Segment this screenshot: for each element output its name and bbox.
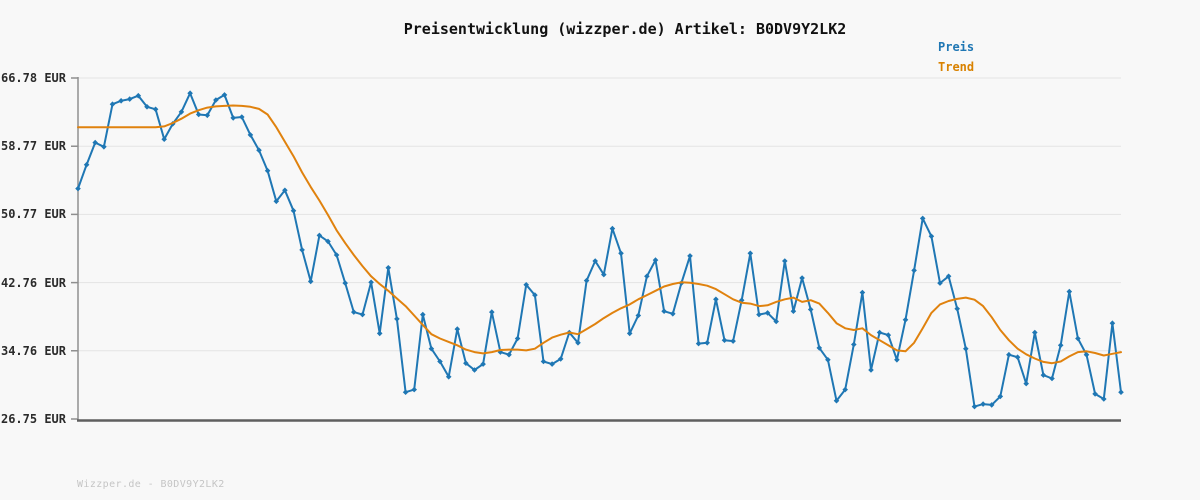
legend-item-preis: Preis: [938, 40, 975, 54]
chart-title: Preisentwicklung (wizzper.de) Artikel: B…: [403, 20, 847, 38]
y-tick-label: 34.76 EUR: [0, 343, 66, 358]
y-tick-label: 58.77 EUR: [0, 139, 66, 154]
chart-legend: Preis Trend: [938, 37, 974, 77]
legend-item-trend: Trend: [938, 60, 975, 74]
y-tick-label: 66.78 EUR: [0, 71, 66, 85]
watermark-text: Wizzper.de - B0DV9Y2LK2: [77, 479, 225, 490]
y-tick-label: 50.77 EUR: [0, 207, 66, 222]
y-tick-label: 26.75 EUR: [0, 412, 66, 426]
y-tick-label: 42.76 EUR: [0, 275, 66, 290]
